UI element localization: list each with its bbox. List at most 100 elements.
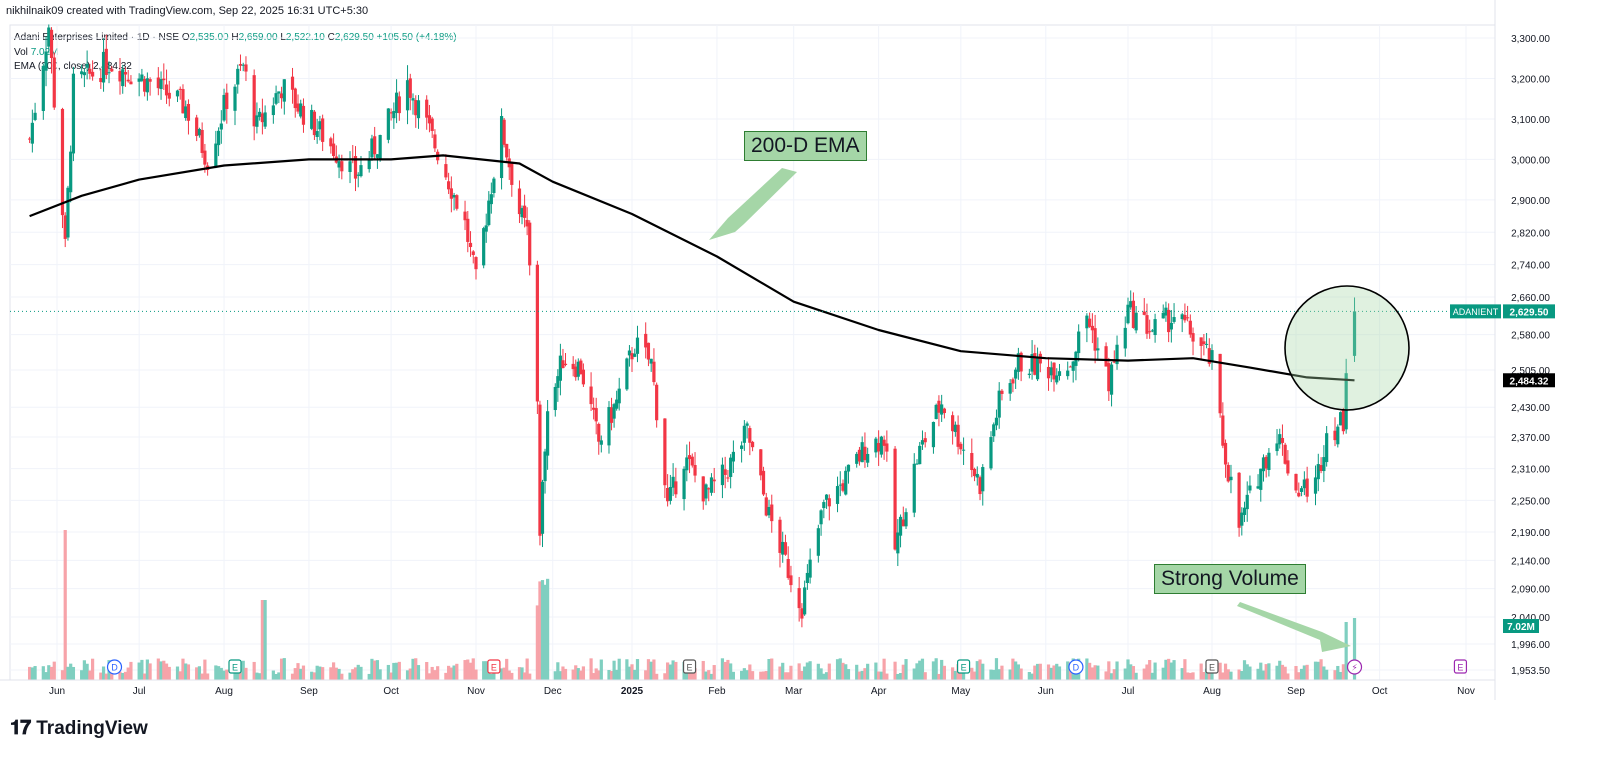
candle-body [1129,301,1133,308]
candle-body [69,151,73,193]
candle-body [370,138,374,158]
candle-body [609,407,614,423]
legend-vol-label[interactable]: Vol [14,46,28,58]
candle-body [912,463,916,513]
volume-bar [411,658,415,680]
candle-body [101,51,106,83]
volume-bar [644,670,648,680]
volume-bar [1134,672,1138,680]
y-axis[interactable]: 3,300.00 3,200.00 3,100.00 3,000.00 2,900.00… [1494,0,1550,700]
volume-bar [414,658,418,680]
x-tick-label: Jul [1122,686,1135,697]
candle-body [819,510,823,525]
volume-bar [1085,658,1089,680]
candle-body [1033,353,1037,375]
candle-body [1302,479,1306,489]
volume-bar [1019,668,1023,680]
volume-bar [994,658,999,680]
candle-body [860,442,864,463]
x-tick-label: Feb [708,686,726,697]
candle-body [241,64,245,66]
volume-bar [1297,672,1301,680]
volume-bar [214,665,218,680]
volume-bar [761,671,766,680]
volume-bar [789,665,793,680]
volume-bar [1319,659,1323,680]
candle-body [764,497,768,516]
legend-ema-label[interactable]: EMA (200, close) [14,61,91,72]
candle-body [1030,354,1034,372]
candle-body [1283,444,1287,464]
volume-bar [1275,665,1279,680]
candle-body [625,358,629,390]
ema-badge-label: 2,484.32 [1510,376,1549,387]
candle-body [745,423,749,426]
volume-bar [236,671,240,680]
candle-body [789,575,793,586]
x-tick-label: Oct [1372,686,1388,697]
volume-bar [1188,672,1192,680]
volume-bar [1090,667,1094,680]
candle-body [148,79,152,82]
candle-body [416,100,421,119]
volume-bar [745,670,749,680]
candle-body [1167,309,1171,333]
candle-body [800,608,804,619]
volume-bar [489,673,493,680]
candle-body [528,222,532,266]
volume-bar [808,661,812,680]
candle-body [1183,314,1187,321]
candle-body [444,164,448,178]
volume-bar [704,671,708,680]
volume-bar [175,666,180,680]
volume-bar [612,660,616,680]
volume-bar [88,670,92,680]
candle-body [282,79,286,102]
candle-body [60,108,65,216]
candle-body [1275,443,1279,452]
volume-bar [520,667,524,680]
volume-bar [663,673,667,680]
y-tick-label: 2,580.00 [1511,331,1550,342]
volume-bar [723,661,727,680]
volume-bar [543,584,547,680]
volume-bar [1341,664,1345,680]
candle-body [517,188,522,215]
volume-bar [742,668,746,680]
overlay [10,168,1495,652]
candle-body [824,494,829,500]
candle-body [258,111,262,117]
volume-bar [471,658,475,680]
earnings-marker-label: E [1457,663,1463,673]
candle-body [310,109,314,129]
volume-bar [507,670,511,680]
candle-body [378,134,382,160]
volume-bar [1338,671,1343,680]
candle-body [41,65,45,111]
volume-bar [904,659,908,680]
candle-body [499,116,504,179]
volume-bar [484,661,488,680]
volume-bar [940,659,944,680]
volume-bar [1264,664,1268,680]
x-axis[interactable]: Jun Jul Aug Sep Oct Nov Dec 2025 Feb Mar Apr May Jun… [0,679,1495,697]
candle-body [937,400,941,413]
volume-bar [860,670,864,680]
tradingview-logo[interactable]: 𝟏𝟕 TradingView [10,717,148,740]
candle-body [468,242,473,248]
volume-bar [1267,663,1271,680]
volume-bar [1145,664,1149,680]
volume-bar [1302,665,1306,680]
candle-body [184,106,188,119]
volume-bar [80,670,84,680]
candle-body [1322,457,1326,472]
volume-bar [970,667,974,680]
y-tick-label: 2,820.00 [1511,228,1550,239]
volume-bar [1305,664,1309,680]
y-tick-label: 2,900.00 [1511,196,1550,207]
candle-body [121,69,125,87]
candle-body [592,407,596,410]
candle-body [140,74,144,81]
volume-bar [219,667,223,680]
